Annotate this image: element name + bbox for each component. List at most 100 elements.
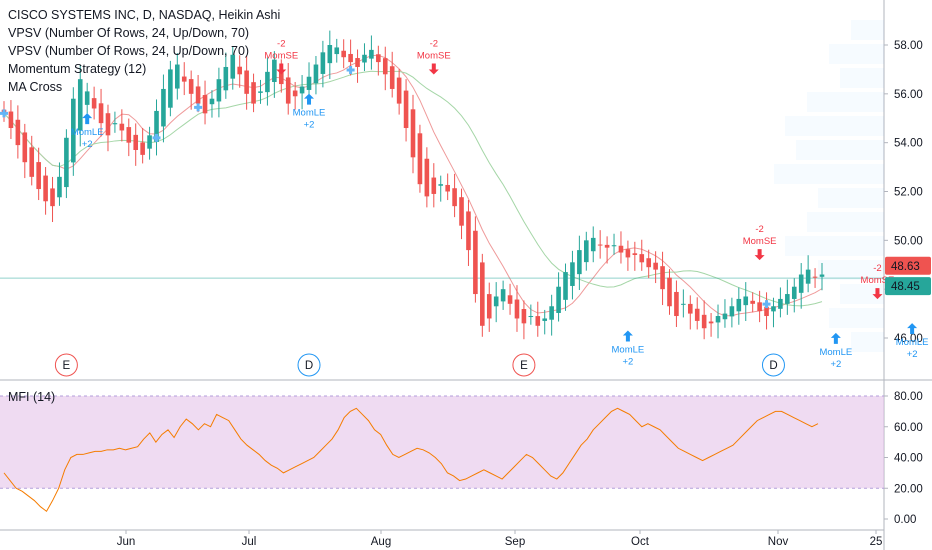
candle-body — [812, 276, 818, 278]
candle-body — [493, 296, 499, 307]
short-entry-qty: -2 — [430, 39, 438, 50]
long-entry-label: MomLE — [293, 108, 326, 119]
candle-body — [64, 137, 69, 188]
mfi-tick-label: 80.00 — [894, 391, 923, 403]
candle-body — [480, 262, 485, 326]
legend-momentum-strategy[interactable]: Momentum Strategy (12) — [8, 62, 147, 76]
candle-body — [98, 103, 104, 124]
candle-body — [778, 298, 783, 309]
candle-body — [140, 142, 145, 155]
candle-body — [126, 127, 132, 143]
candle-body — [181, 76, 187, 82]
short-entry-arrow — [872, 288, 883, 300]
candle-body — [272, 59, 277, 82]
legend-vpsv-2[interactable]: VPSV (Number Of Rows, 24, Up/Down, 70) — [8, 44, 250, 58]
candle-body — [424, 158, 430, 197]
candle-body — [708, 321, 714, 324]
long-entry-arrow — [622, 330, 633, 342]
chart-legend: CISCO SYSTEMS INC, D, NASDAQ, Heikin Ash… — [8, 6, 280, 96]
candle-body — [750, 300, 755, 304]
time-tick-label: Sep — [505, 536, 525, 548]
ma-slow-line — [3, 70, 823, 307]
candle-body — [320, 52, 326, 74]
candle-body — [209, 98, 215, 105]
candle-body — [327, 45, 333, 64]
volume-profile-row — [829, 308, 884, 328]
event-marker — [54, 353, 78, 377]
candle-body — [8, 111, 14, 129]
candle-body — [133, 134, 139, 150]
candle-body — [251, 82, 256, 104]
legend-symbol: CISCO SYSTEMS INC, D, NASDAQ, Heikin Ash… — [8, 8, 281, 22]
legend-ma-cross[interactable]: MA Cross — [8, 80, 63, 94]
candle-body — [597, 244, 603, 246]
ma-cross-marker — [346, 66, 355, 75]
candle-body — [188, 79, 194, 94]
mfi-legend[interactable]: MFI (14) — [8, 390, 56, 404]
candle-body — [376, 54, 381, 63]
candle-body — [382, 58, 388, 75]
candle-body — [736, 298, 742, 312]
volume-profile-row — [829, 44, 884, 64]
mfi-tick-label: 0.00 — [894, 514, 916, 526]
candle-body — [674, 291, 679, 317]
candle-body — [466, 211, 471, 251]
candle-body — [306, 76, 312, 90]
volume-profile-row — [807, 212, 884, 232]
long-entry-arrow — [82, 113, 93, 125]
candle-body — [687, 303, 693, 314]
event-marker-label: E — [63, 360, 71, 372]
candle-body — [653, 262, 658, 270]
time-tick-label: Oct — [631, 536, 650, 548]
long-entry-label: MomLE — [896, 337, 929, 348]
candle-body — [265, 71, 270, 93]
ma-cross-marker — [194, 103, 203, 112]
short-entry-label: MomSE — [264, 51, 298, 62]
candle-body — [348, 53, 353, 63]
candle-body — [570, 262, 575, 286]
short-entry-label: MomSE — [743, 236, 777, 247]
candle-body — [535, 316, 541, 326]
candle-body — [722, 313, 728, 320]
candle-body — [22, 132, 28, 163]
candle-body — [112, 123, 118, 125]
candle-body — [604, 244, 610, 248]
candle-body — [528, 316, 534, 318]
candle-body — [764, 306, 769, 317]
price-label-badge — [885, 277, 931, 296]
candle-body — [618, 245, 624, 253]
candle-body — [542, 318, 548, 321]
candle-body — [452, 188, 457, 207]
candle-body — [341, 50, 346, 58]
volume-profile-row — [785, 236, 884, 256]
price-tick-label: 50.00 — [894, 235, 923, 247]
event-marker — [297, 353, 321, 377]
candle-body — [694, 308, 700, 321]
long-entry-qty: +2 — [830, 359, 841, 370]
legend-vpsv-1[interactable]: VPSV (Number Of Rows, 24, Up/Down, 70) — [8, 26, 250, 40]
long-entry-label: MomLE — [71, 127, 104, 138]
price-tick-label: 52.00 — [894, 187, 923, 199]
candle-body — [292, 90, 298, 97]
long-entry-arrow — [907, 323, 918, 335]
candle-body — [577, 250, 582, 275]
candle-body — [701, 314, 707, 329]
long-entry-qty: +2 — [82, 139, 93, 150]
short-entry-label: MomSE — [861, 275, 895, 286]
candle-body — [715, 316, 721, 323]
volume-profile-row — [807, 92, 884, 112]
candle-body — [195, 86, 201, 104]
short-entry-arrow — [276, 63, 287, 75]
short-entry-arrow — [754, 249, 765, 261]
candle-body — [549, 306, 554, 320]
volume-profile-row — [818, 260, 884, 280]
candle-body — [819, 274, 825, 277]
candle-body — [556, 286, 561, 313]
candle-body — [486, 294, 492, 319]
candle-body — [119, 123, 125, 131]
time-tick-label: Jul — [242, 536, 257, 548]
event-marker — [761, 353, 785, 377]
candle-body — [646, 258, 651, 268]
candle-body — [514, 299, 520, 319]
